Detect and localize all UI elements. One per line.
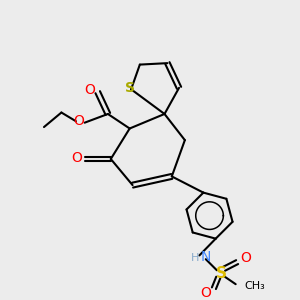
Text: O: O	[84, 83, 95, 97]
Text: CH₃: CH₃	[244, 281, 265, 291]
Text: O: O	[240, 251, 251, 265]
Text: O: O	[200, 286, 211, 300]
Text: H: H	[191, 253, 200, 263]
Text: N: N	[201, 250, 211, 264]
Text: O: O	[71, 151, 82, 164]
Text: O: O	[73, 114, 84, 128]
Text: S: S	[125, 81, 135, 95]
Text: S: S	[216, 266, 227, 280]
